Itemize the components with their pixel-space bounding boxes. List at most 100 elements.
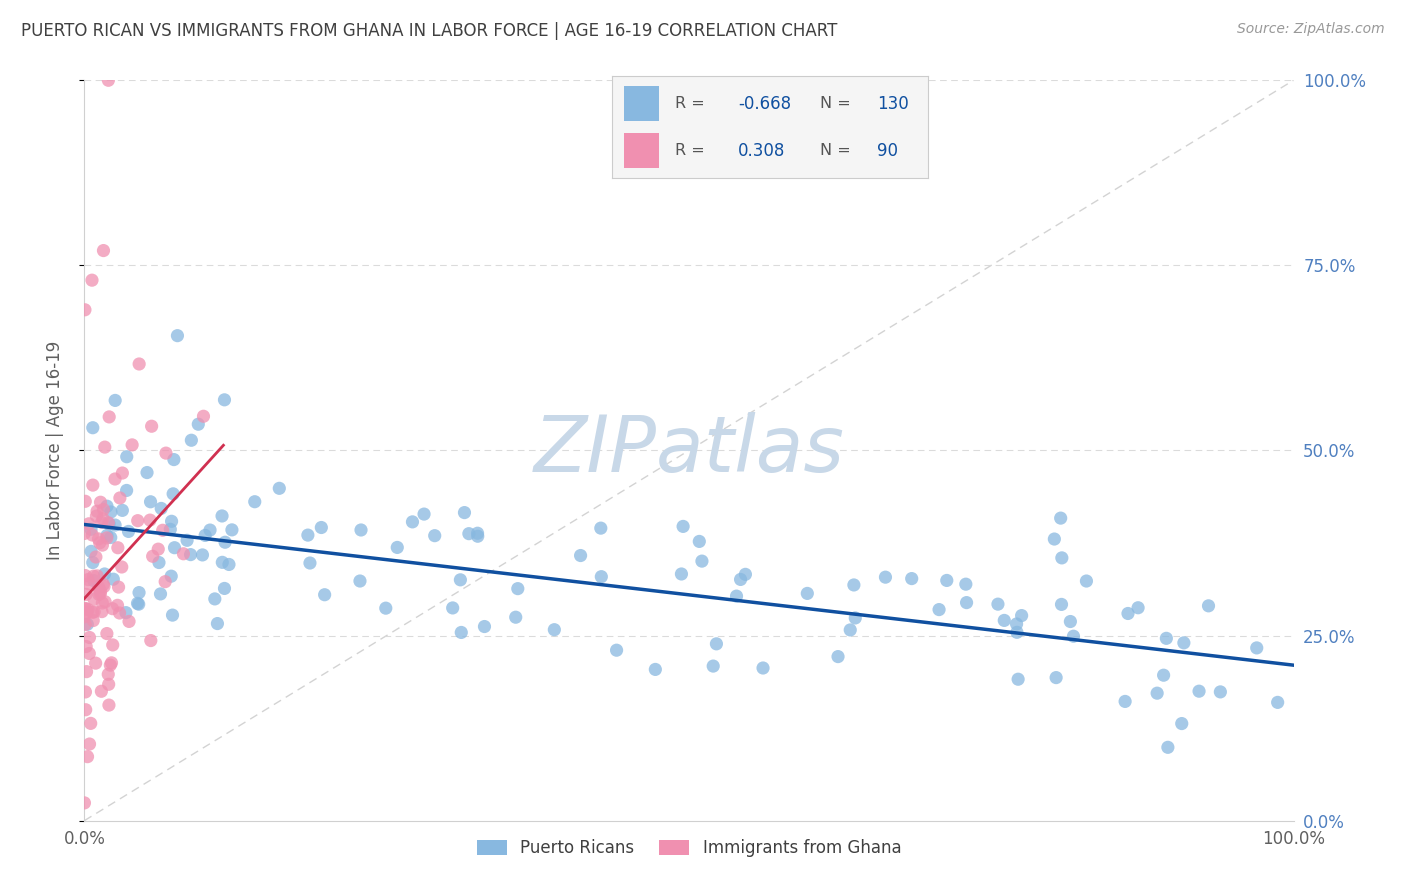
Point [423, 529, 446, 543]
Point [725, 589, 748, 603]
Point [96, 626, 118, 640]
Point [90, 515, 112, 529]
Point [569, 549, 592, 563]
Point [77, 516, 100, 531]
Point [75, 617, 97, 632]
Point [474, 619, 496, 633]
Point [148, 542, 170, 557]
Point [142, 549, 165, 564]
Point [104, 518, 127, 533]
Point [77, 602, 100, 616]
Point [121, 438, 143, 452]
Point [505, 610, 527, 624]
Point [506, 582, 529, 596]
Point [928, 602, 950, 616]
Point [162, 487, 184, 501]
Point [374, 601, 396, 615]
Point [194, 528, 217, 542]
Point [136, 466, 159, 480]
Point [955, 596, 977, 610]
Point [1246, 640, 1268, 655]
Point [117, 524, 139, 539]
Point [172, 547, 194, 561]
Point [128, 585, 150, 599]
Point [76, 749, 98, 764]
Point [89, 536, 111, 550]
Point [842, 578, 865, 592]
Point [115, 606, 138, 620]
Point [401, 515, 423, 529]
Point [1045, 671, 1067, 685]
Point [827, 649, 849, 664]
Point [96, 531, 118, 545]
Point [450, 625, 472, 640]
Point [163, 541, 186, 555]
FancyBboxPatch shape [624, 87, 659, 121]
Point [82, 528, 104, 542]
Point [900, 572, 922, 586]
Point [91, 538, 114, 552]
Point [84, 549, 107, 564]
Point [139, 495, 162, 509]
Point [935, 574, 957, 588]
Point [993, 614, 1015, 628]
Point [84, 656, 107, 670]
Point [1126, 600, 1149, 615]
Point [311, 520, 333, 534]
Point [839, 623, 862, 637]
Point [75, 587, 97, 601]
Text: 90: 90 [877, 142, 898, 160]
Point [118, 615, 141, 629]
Point [672, 519, 695, 533]
Point [198, 523, 221, 537]
Point [159, 522, 181, 536]
Point [111, 466, 134, 480]
Point [1153, 668, 1175, 682]
Text: Source: ZipAtlas.com: Source: ZipAtlas.com [1237, 22, 1385, 37]
Point [96, 528, 118, 542]
Point [671, 566, 693, 581]
Point [591, 569, 613, 583]
Point [103, 572, 125, 586]
Point [93, 566, 115, 581]
Point [108, 491, 131, 505]
Point [1171, 716, 1194, 731]
Point [108, 606, 131, 620]
Point [128, 597, 150, 611]
Point [115, 483, 138, 498]
Point [104, 472, 127, 486]
Point [730, 573, 752, 587]
Text: R =: R = [675, 144, 710, 158]
Point [77, 576, 100, 591]
Point [589, 521, 612, 535]
Point [606, 643, 628, 657]
Point [80, 273, 103, 287]
Point [86, 509, 108, 524]
Point [214, 535, 236, 549]
Point [211, 555, 233, 569]
Point [89, 495, 111, 509]
Point [688, 534, 710, 549]
Point [1043, 532, 1066, 546]
Point [1146, 686, 1168, 700]
Point [457, 526, 479, 541]
Point [149, 587, 172, 601]
Point [93, 580, 115, 594]
Point [1050, 598, 1073, 612]
Point [93, 502, 115, 516]
Point [98, 516, 121, 531]
Point [734, 567, 756, 582]
Point [107, 599, 129, 613]
Y-axis label: In Labor Force | Age 16-19: In Labor Force | Age 16-19 [45, 341, 63, 560]
Point [76, 617, 98, 632]
Point [176, 533, 198, 548]
Point [96, 499, 118, 513]
Point [83, 605, 105, 619]
Point [100, 531, 122, 545]
Point [1050, 550, 1073, 565]
Point [87, 580, 110, 594]
Point [75, 601, 97, 615]
Point [987, 597, 1010, 611]
Point [100, 656, 122, 670]
Point [752, 661, 775, 675]
